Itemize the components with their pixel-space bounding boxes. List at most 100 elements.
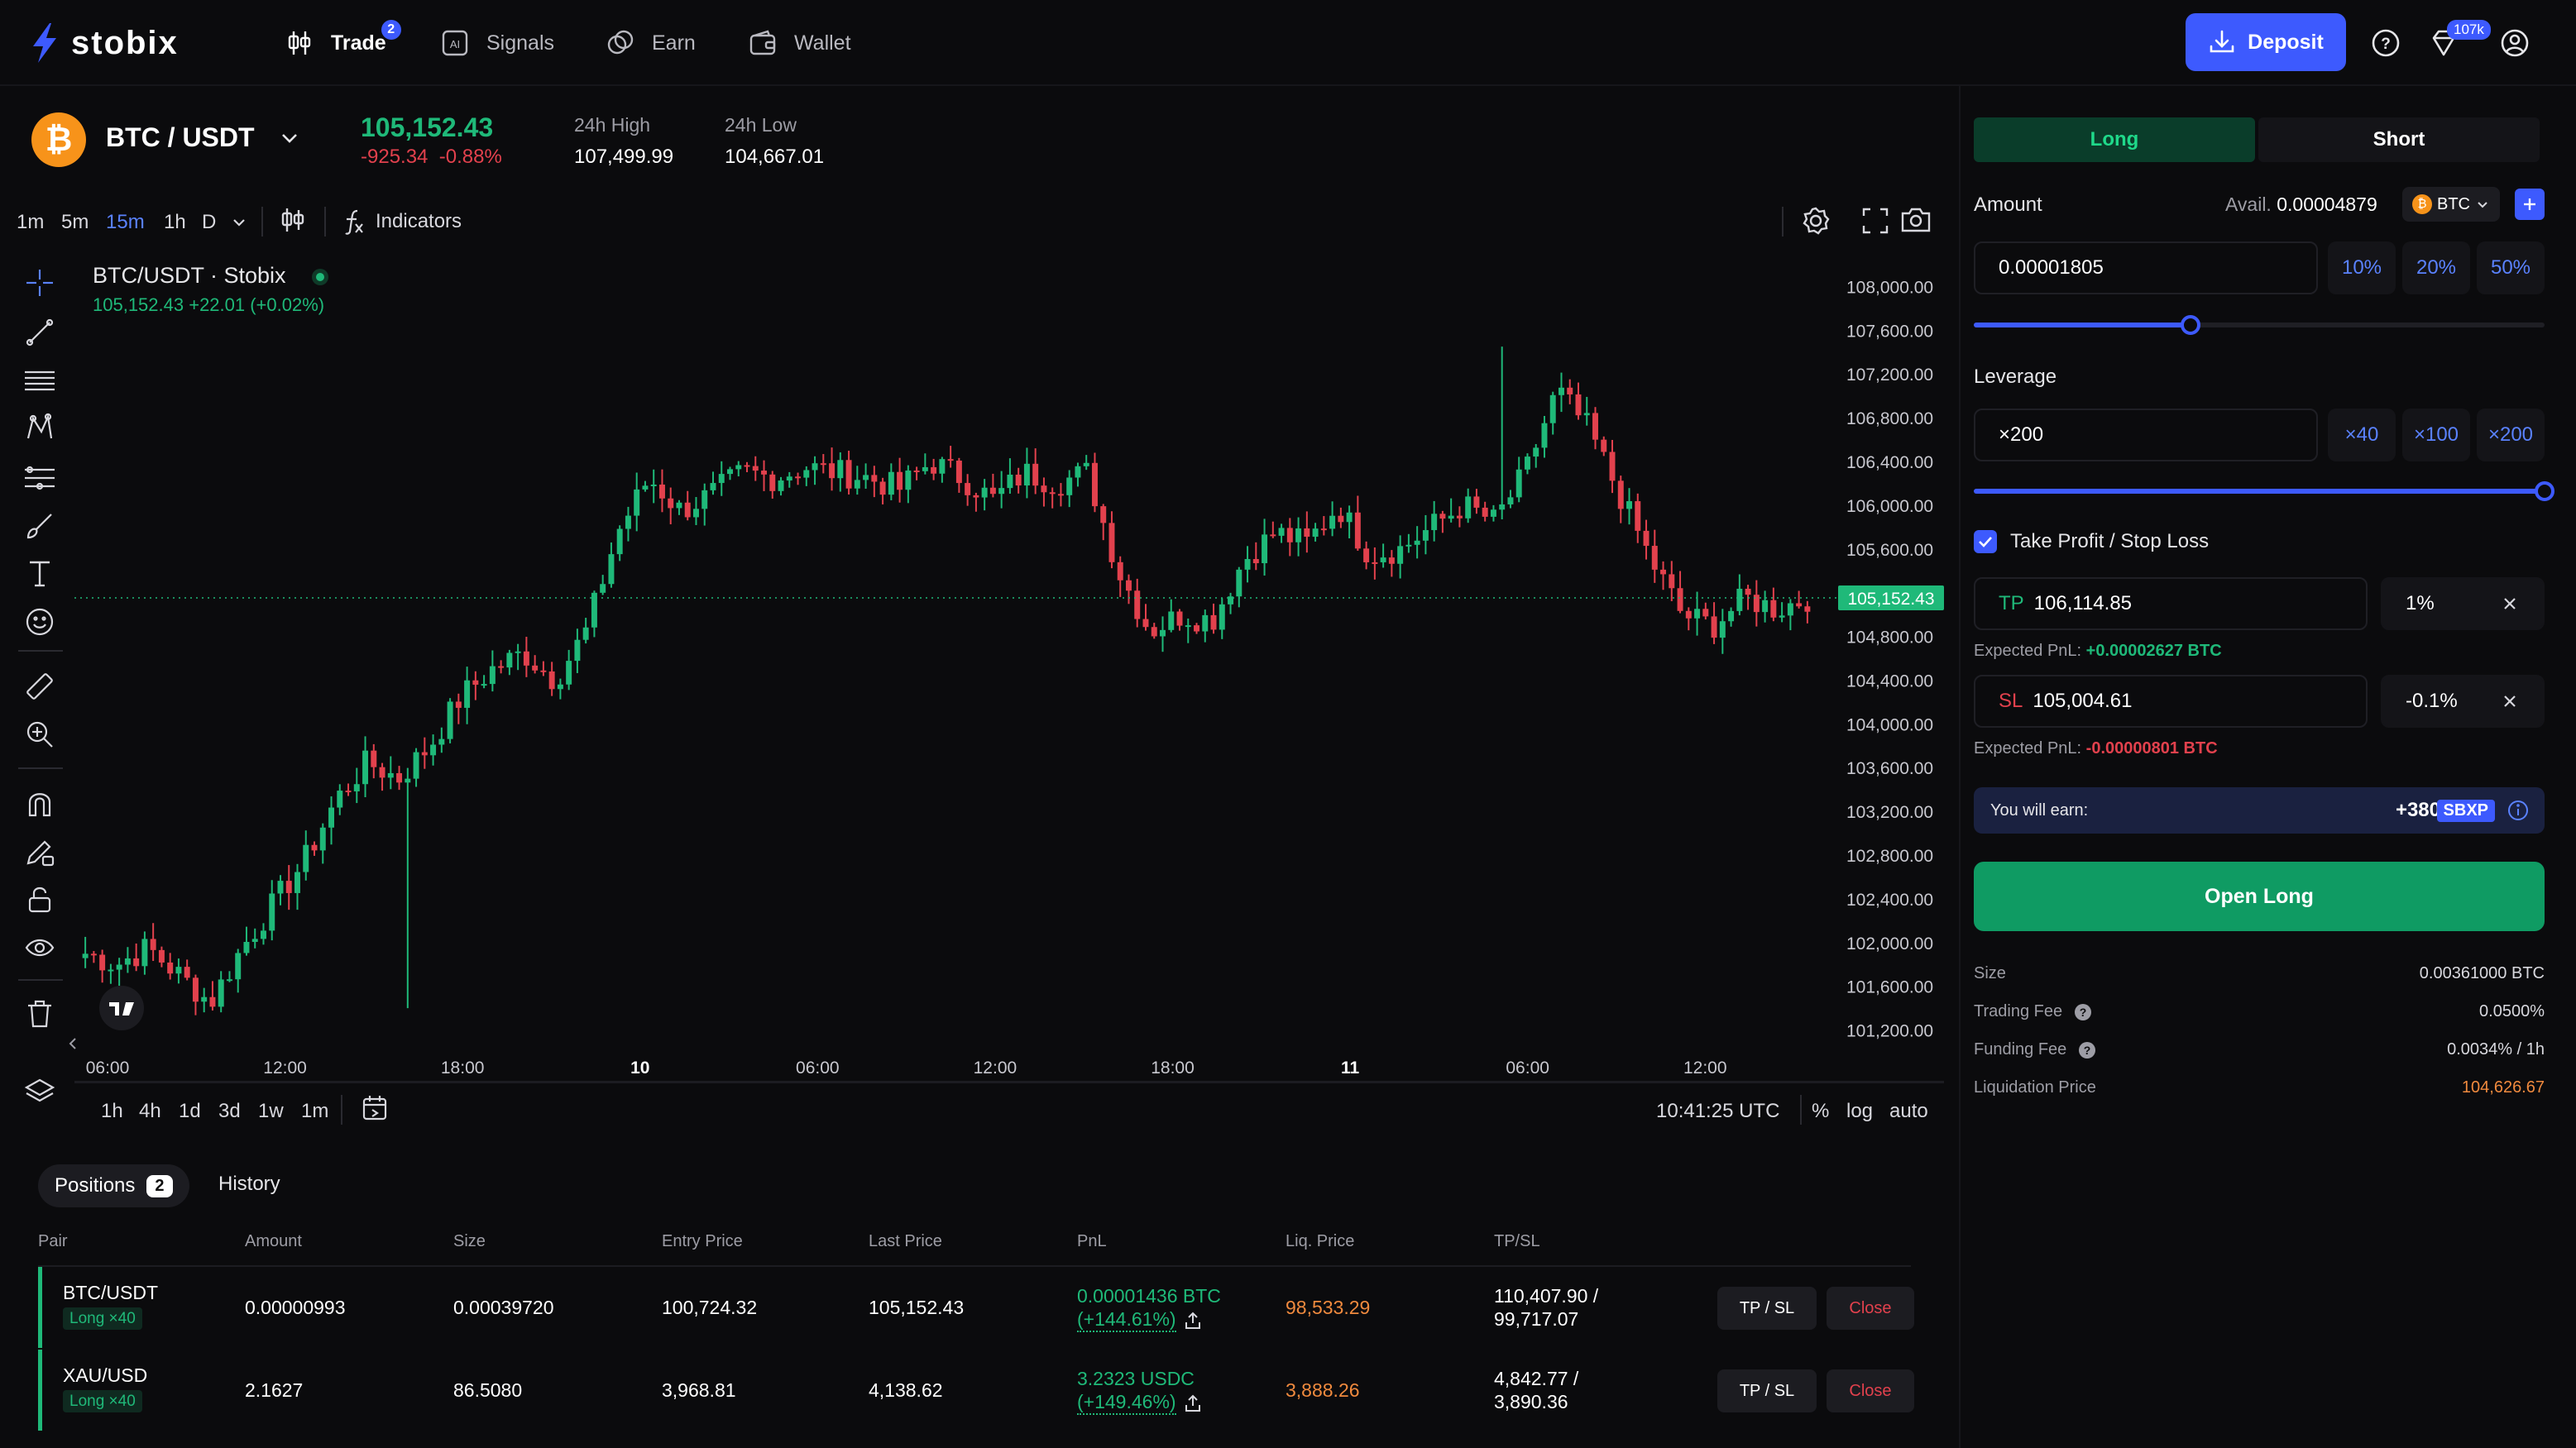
row-pnl-pct[interactable]: (+149.46%)	[1077, 1391, 1203, 1415]
tpsl-button[interactable]: TP / SL	[1717, 1369, 1817, 1412]
deposit-button[interactable]: Deposit	[2186, 13, 2346, 71]
lock-tool[interactable]	[23, 883, 56, 916]
ruler-tool[interactable]	[23, 670, 56, 703]
btc-coin-icon: ₿	[31, 112, 86, 167]
user-icon[interactable]	[2498, 26, 2531, 60]
range-1m[interactable]: 1m	[301, 1100, 329, 1122]
lock-drawing-tool[interactable]	[23, 835, 56, 868]
brush-tool[interactable]	[23, 509, 56, 542]
sl-pnl-label: Expected PnL:	[1974, 739, 2082, 757]
delete-tool[interactable]	[23, 997, 56, 1030]
table-row[interactable]: BTC/USDT Long ×40 0.00000993 0.00039720 …	[38, 1267, 1914, 1348]
tradingview-logo[interactable]	[99, 986, 144, 1030]
candle-body	[939, 459, 946, 474]
earn-token: SBXP	[2436, 799, 2495, 822]
tf-15m[interactable]: 15m	[106, 211, 145, 233]
leverage-slider-knob[interactable]	[2535, 481, 2554, 501]
candle-body	[727, 469, 733, 475]
trendline-tool[interactable]	[23, 316, 56, 349]
range-1h[interactable]: 1h	[101, 1100, 123, 1122]
question-circle-icon[interactable]: ?	[2074, 1003, 2092, 1021]
log-toggle[interactable]: log	[1846, 1100, 1874, 1122]
row-entry: 3,968.81	[662, 1379, 736, 1401]
range-1d[interactable]: 1d	[179, 1100, 201, 1122]
zoom-tool[interactable]	[23, 718, 56, 751]
percent-toggle[interactable]: %	[1812, 1100, 1830, 1122]
tp-pct-input[interactable]: 1%	[2381, 577, 2545, 630]
amount-pct-50[interactable]: 50%	[2477, 241, 2545, 294]
leverage-opt-40[interactable]: ×40	[2328, 409, 2396, 461]
pair-selector[interactable]: BTC / USDT	[106, 122, 301, 153]
sl-pct-input[interactable]: -0.1%	[2381, 675, 2545, 728]
close-icon[interactable]	[2502, 595, 2518, 612]
tf-1m[interactable]: 1m	[17, 211, 45, 233]
tab-short[interactable]: Short	[2258, 117, 2540, 162]
settings-gear-icon[interactable]	[1800, 205, 1831, 237]
leverage-input[interactable]: ×200	[1974, 409, 2318, 461]
tab-history[interactable]: History	[218, 1173, 280, 1195]
range-3d[interactable]: 3d	[218, 1100, 241, 1122]
add-funds-button[interactable]	[2515, 189, 2545, 220]
x-tick-label: 06:00	[86, 1059, 130, 1078]
candle-body	[1236, 569, 1243, 597]
crosshair-tool[interactable]	[23, 266, 56, 299]
tp-input[interactable]: TP 106,114.85	[1974, 577, 2368, 630]
tf-1h[interactable]: 1h	[164, 211, 186, 233]
tf-d[interactable]: D	[202, 211, 217, 233]
close-position-button[interactable]: Close	[1827, 1287, 1914, 1330]
leverage-opt-200[interactable]: ×200	[2477, 409, 2545, 461]
tpsl-toggle[interactable]: Take Profit / Stop Loss	[1974, 529, 2209, 554]
pattern-tool[interactable]	[23, 412, 56, 445]
long-indicator-bar	[38, 1350, 42, 1431]
rewards-button[interactable]: 107k	[2427, 20, 2491, 60]
tf-5m[interactable]: 5m	[61, 211, 89, 233]
range-4h[interactable]: 4h	[139, 1100, 161, 1122]
camera-icon[interactable]	[1899, 205, 1932, 235]
asset-selector[interactable]: ₿ BTC	[2402, 187, 2500, 222]
sl-input[interactable]: SL 105,004.61	[1974, 675, 2368, 728]
price-chart[interactable]: 108,000.00 107,600.00 107,200.00 106,800.00…	[74, 248, 1944, 1083]
nav-wallet[interactable]: Wallet	[748, 25, 851, 61]
nav-signals[interactable]: AI Signals	[440, 25, 554, 61]
amount-slider[interactable]	[1974, 315, 2545, 335]
amount-pct-10[interactable]: 10%	[2328, 241, 2396, 294]
auto-toggle[interactable]: auto	[1889, 1100, 1928, 1122]
close-position-button[interactable]: Close	[1827, 1369, 1914, 1412]
range-1w[interactable]: 1w	[258, 1100, 284, 1122]
help-icon[interactable]: ?	[2369, 26, 2402, 60]
sl-value: 105,004.61	[2033, 690, 2133, 712]
function-icon	[345, 209, 363, 235]
text-tool[interactable]	[23, 557, 56, 590]
candle-body	[523, 651, 529, 666]
question-circle-icon[interactable]: ?	[2078, 1041, 2096, 1059]
tab-long[interactable]: Long	[1974, 117, 2255, 162]
layers-tool[interactable]	[23, 1075, 56, 1108]
calendar-goto-icon[interactable]	[361, 1093, 390, 1123]
table-row[interactable]: XAU/USD Long ×40 2.1627 86.5080 3,968.81…	[38, 1350, 1914, 1431]
chevron-down-icon[interactable]	[230, 213, 248, 232]
indicators-button[interactable]: Indicators	[342, 207, 462, 237]
horizontal-lines-tool[interactable]	[23, 364, 56, 397]
fib-tool[interactable]	[23, 461, 56, 495]
open-long-button[interactable]: Open Long	[1974, 862, 2545, 931]
amount-slider-knob[interactable]	[2181, 315, 2201, 335]
close-icon[interactable]	[2502, 693, 2518, 710]
collapse-icon[interactable]	[66, 1034, 79, 1054]
fullscreen-icon[interactable]	[1861, 207, 1889, 235]
candle-body	[1354, 512, 1361, 549]
leverage-slider[interactable]	[1974, 481, 2554, 501]
tpsl-button[interactable]: TP / SL	[1717, 1287, 1817, 1330]
nav-trade[interactable]: Trade 2	[285, 19, 401, 61]
amount-pct-20[interactable]: 20%	[2402, 241, 2470, 294]
emoji-tool[interactable]	[23, 605, 56, 638]
nav-earn[interactable]: Earn	[606, 25, 696, 61]
candle-type-icon[interactable]	[278, 205, 308, 235]
visibility-tool[interactable]	[23, 931, 56, 964]
amount-input[interactable]: 0.00001805	[1974, 241, 2318, 294]
magnet-tool[interactable]	[23, 787, 56, 820]
row-pnl-pct[interactable]: (+144.61%)	[1077, 1308, 1203, 1332]
tab-positions[interactable]: Positions 2	[38, 1164, 189, 1207]
leverage-opt-100[interactable]: ×100	[2402, 409, 2470, 461]
logo[interactable]: stobix	[28, 22, 179, 65]
info-icon[interactable]	[2507, 799, 2530, 822]
